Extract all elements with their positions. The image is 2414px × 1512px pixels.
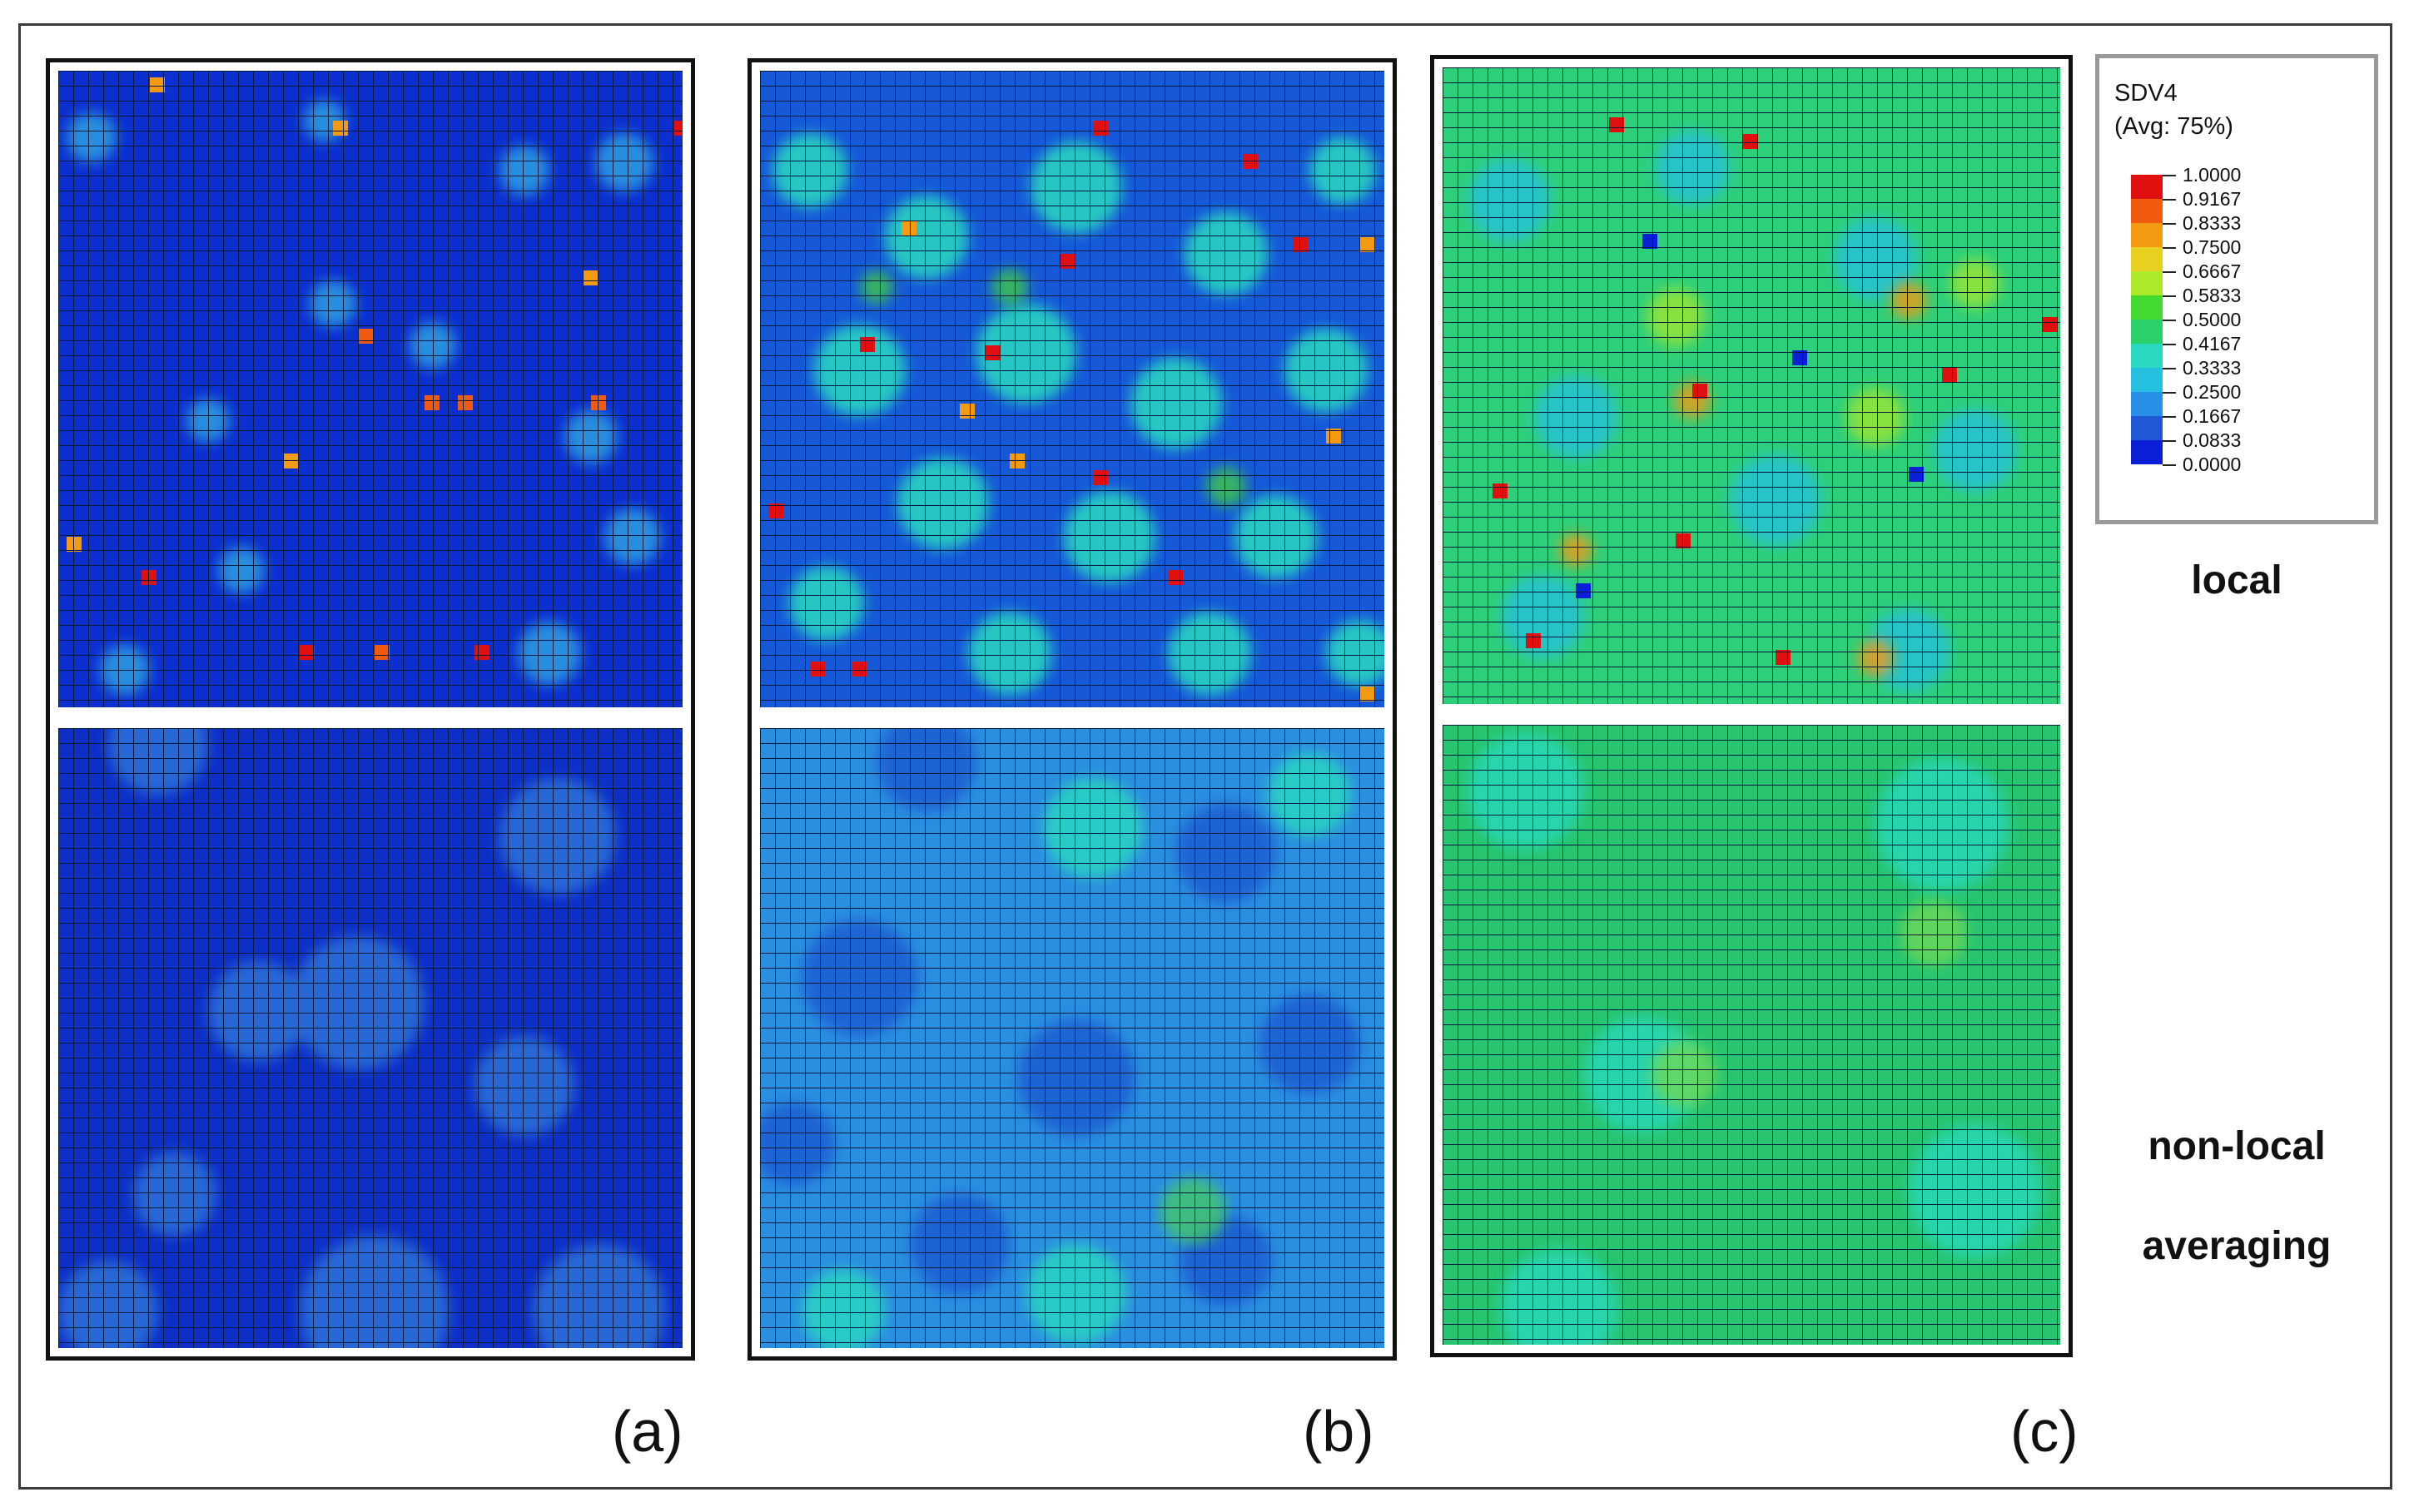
panel-label-b: (b) (1303, 1399, 1374, 1464)
legend-tick (2163, 320, 2176, 321)
legend-level-label: 0.3333 (2183, 357, 2242, 379)
legend-tick (2163, 416, 2176, 418)
legend-swatch (2131, 368, 2163, 392)
legend-tick (2163, 295, 2176, 297)
legend-swatch (2131, 199, 2163, 223)
legend-swatch (2131, 344, 2163, 368)
legend-swatch (2131, 320, 2163, 344)
contour-map-c-local (1443, 67, 2060, 704)
legend-swatch (2131, 247, 2163, 271)
legend-tick (2163, 440, 2176, 442)
legend-level-label: 0.8333 (2183, 212, 2242, 234)
legend-level-label: 0.5833 (2183, 285, 2242, 306)
contour-map-c-nonlocal (1443, 725, 2060, 1345)
legend-level-label: 0.2500 (2183, 381, 2242, 403)
legend-tick (2163, 464, 2176, 466)
legend-level-label: 0.1667 (2183, 405, 2242, 427)
panel-label-c: (c) (2010, 1399, 2079, 1464)
row-label-nonlocal: non-local (2148, 1124, 2326, 1168)
legend-tick (2163, 247, 2176, 249)
legend-level-label: 0.6667 (2183, 260, 2242, 282)
legend-swatch (2131, 392, 2163, 416)
legend-level-label: 0.0833 (2183, 429, 2242, 451)
legend-tick (2163, 392, 2176, 394)
legend-tick (2163, 199, 2176, 201)
legend-tick (2163, 368, 2176, 369)
legend-swatch (2131, 271, 2163, 295)
panel-b (748, 58, 1397, 1361)
legend-tick (2163, 271, 2176, 273)
figure-frame (18, 23, 2392, 1490)
legend-level-label: 0.4167 (2183, 333, 2242, 354)
row-label-averaging: averaging (2142, 1224, 2332, 1268)
legend-tick (2163, 223, 2176, 225)
legend-level-label: 0.9167 (2183, 188, 2242, 210)
legend-swatch (2131, 416, 2163, 440)
panel-label-a: (a) (612, 1399, 683, 1464)
row-label-local: local (2191, 558, 2282, 602)
legend-tick (2163, 344, 2176, 345)
legend-level-label: 0.0000 (2183, 454, 2242, 475)
contour-map-b-local (760, 71, 1384, 707)
legend-swatch (2131, 295, 2163, 320)
legend-level-label: 1.0000 (2183, 164, 2242, 186)
panel-a (46, 58, 695, 1361)
panel-c (1430, 55, 2073, 1357)
legend-swatch (2131, 223, 2163, 247)
legend-variable: SDV4 (2114, 80, 2178, 107)
legend-level-label: 0.7500 (2183, 236, 2242, 258)
legend-tick (2163, 175, 2176, 176)
legend-swatch (2131, 440, 2163, 464)
color-legend: SDV4 (Avg: 75%) 1.0000 0.9167 0.8333 0.7500… (2095, 54, 2378, 524)
legend-swatch (2131, 175, 2163, 199)
contour-map-a-local (58, 71, 683, 707)
contour-map-a-nonlocal (58, 728, 683, 1348)
contour-map-b-nonlocal (760, 728, 1384, 1348)
legend-averaging: (Avg: 75%) (2114, 113, 2233, 140)
legend-level-label: 0.5000 (2183, 309, 2242, 330)
